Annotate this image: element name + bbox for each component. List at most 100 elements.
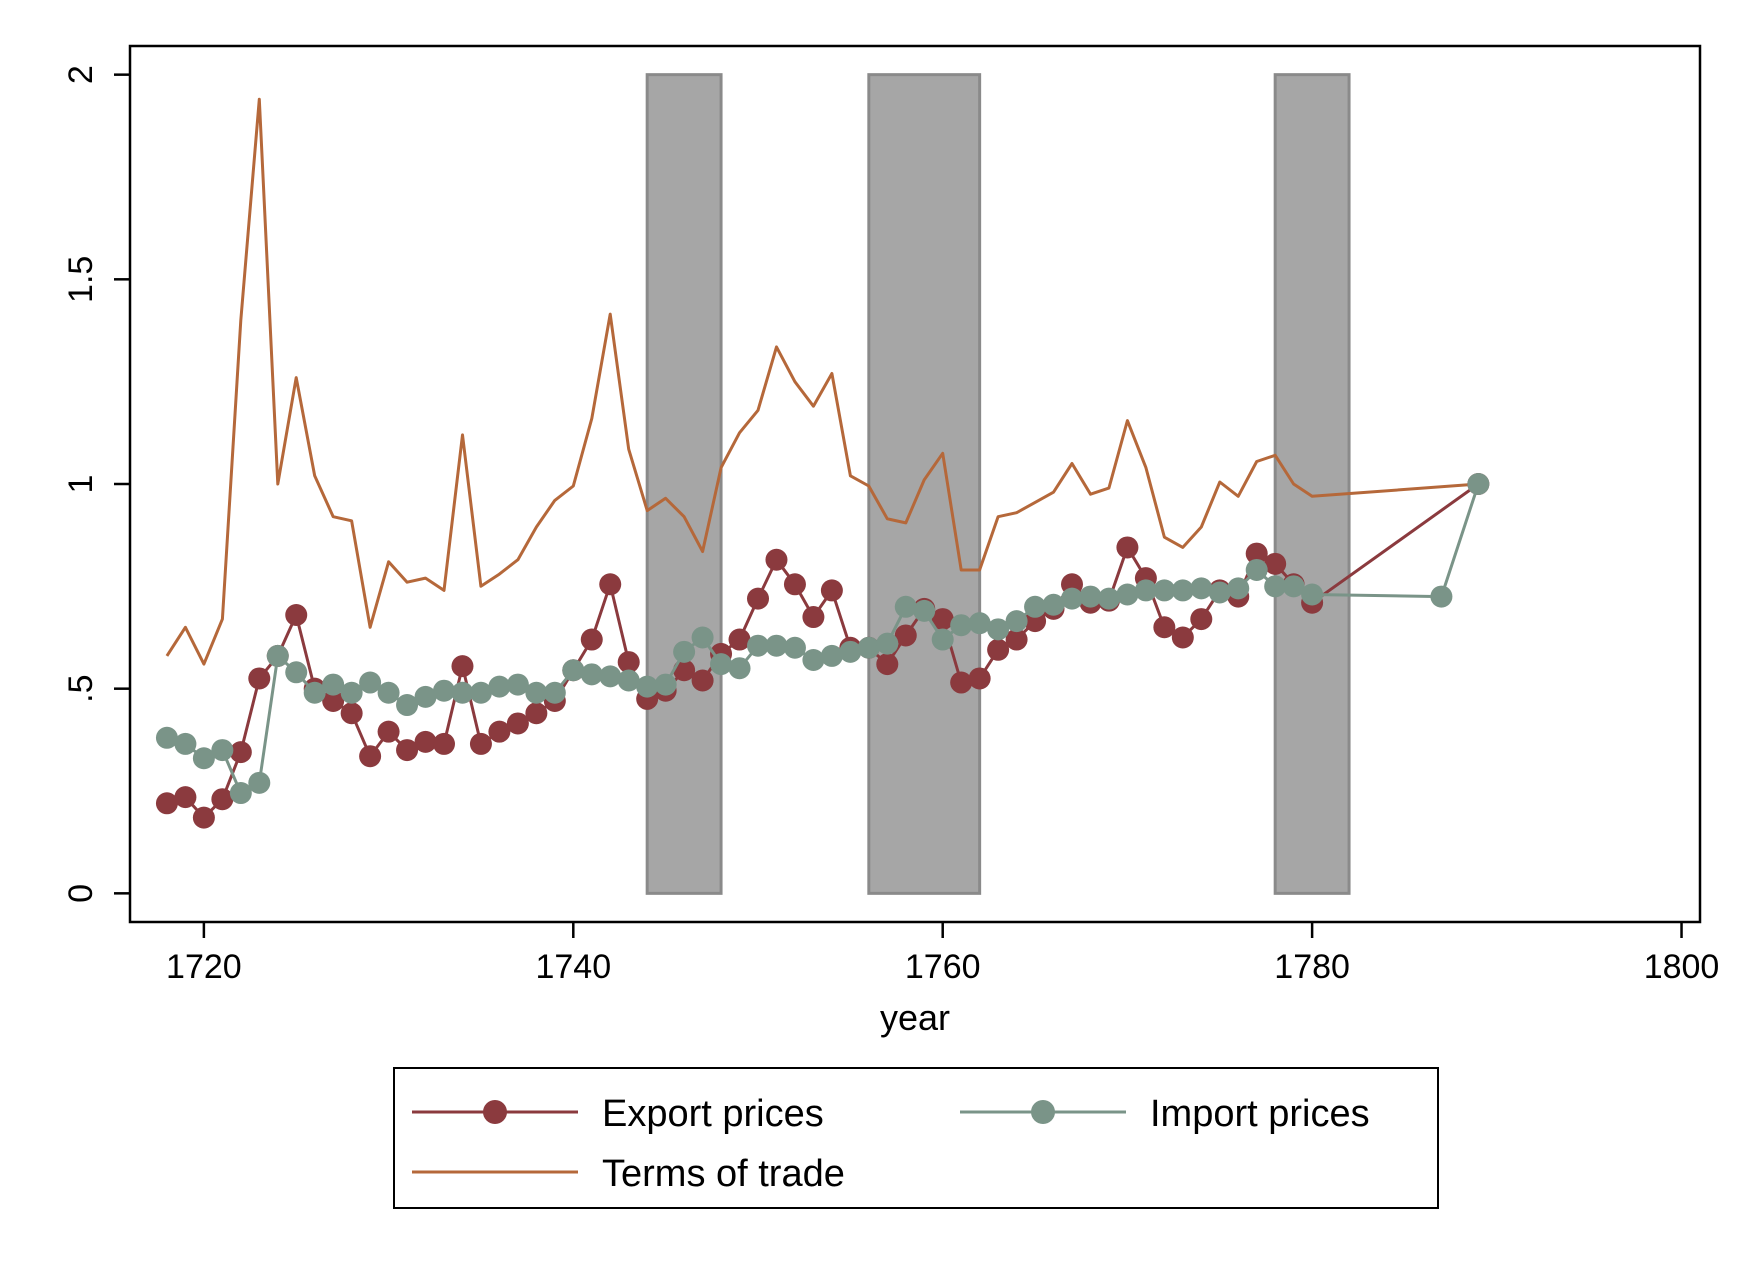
data-point [469, 681, 492, 704]
data-point [968, 667, 991, 690]
series-2 [165, 97, 1479, 666]
data-point [599, 573, 622, 596]
data-point [1430, 585, 1453, 608]
data-point [322, 689, 345, 712]
data-point [359, 745, 382, 768]
data-point [1171, 626, 1194, 649]
series-line-0 [166, 482, 1480, 820]
data-point [876, 653, 899, 676]
data-point [525, 702, 548, 725]
data-point [950, 614, 973, 637]
data-point [783, 573, 806, 596]
data-point [1208, 581, 1231, 604]
data-point [691, 626, 714, 649]
data-point [451, 681, 474, 704]
data-point [506, 673, 529, 696]
data-point [1264, 575, 1287, 598]
series-layer [155, 97, 1490, 829]
data-point [913, 599, 936, 622]
data-point [266, 644, 289, 667]
data-point [1005, 628, 1028, 651]
legend-marker-export [483, 1100, 507, 1124]
legend-marker-import [1031, 1100, 1055, 1124]
data-point [876, 632, 899, 655]
data-point [765, 634, 788, 657]
data-point [802, 649, 825, 672]
data-point [433, 679, 455, 702]
data-point [1153, 616, 1176, 639]
data-point [636, 675, 659, 698]
y-tick-label-2: 1 [62, 475, 100, 494]
data-point [543, 681, 566, 704]
data-point [691, 669, 714, 692]
data-point [710, 653, 733, 676]
x-tick-label-4: 1800 [1644, 948, 1720, 986]
data-point [414, 730, 437, 753]
data-point [1116, 583, 1139, 606]
data-point [1171, 579, 1194, 602]
data-point [1024, 595, 1047, 618]
data-point [987, 618, 1010, 641]
y-tick-label-1: .5 [62, 674, 100, 702]
data-point [303, 681, 326, 704]
data-point [396, 739, 419, 762]
legend-item-terms: Terms of trade [412, 1153, 845, 1195]
series-1 [155, 473, 1490, 805]
data-point [654, 673, 677, 696]
data-point [1134, 579, 1157, 602]
data-point [839, 640, 862, 663]
data-point [1190, 608, 1213, 631]
data-point [1467, 473, 1490, 495]
data-point [433, 732, 455, 755]
data-point [396, 694, 419, 717]
shaded-period-1 [867, 73, 982, 895]
data-point [1061, 587, 1083, 610]
data-point [728, 628, 751, 651]
legend-box [393, 1067, 1439, 1209]
data-point [192, 806, 215, 829]
data-point [820, 579, 843, 602]
y-tick-label-0: 0 [62, 884, 100, 903]
data-point [728, 657, 751, 680]
data-point [580, 628, 603, 651]
data-point [377, 681, 400, 704]
data-point [340, 681, 363, 704]
legend-label-terms: Terms of trade [602, 1153, 845, 1195]
data-point [617, 651, 640, 674]
series-line-2 [165, 97, 1479, 666]
data-point [562, 659, 585, 682]
legend-item-import: Import prices [960, 1093, 1370, 1135]
data-point [211, 739, 234, 762]
data-point [820, 644, 843, 667]
x-tick-label-0: 1720 [166, 948, 242, 986]
data-point [950, 671, 973, 694]
data-point [765, 548, 788, 571]
x-tick-label-2: 1760 [905, 948, 981, 986]
data-point [1245, 558, 1268, 581]
data-point [857, 636, 880, 659]
data-point [506, 712, 529, 735]
data-point [469, 732, 492, 755]
legend-label-import: Import prices [1150, 1093, 1370, 1135]
data-point [931, 608, 954, 631]
data-point [229, 741, 252, 764]
data-point [673, 640, 696, 663]
data-point [802, 606, 825, 629]
data-point [525, 681, 548, 704]
y-tick-label-4: 2 [62, 65, 100, 84]
data-point [599, 665, 622, 688]
x-axis-title: year [880, 997, 950, 1038]
shaded-periods [645, 73, 1351, 895]
data-point [1005, 610, 1028, 633]
data-point [1097, 587, 1120, 610]
data-point [747, 587, 769, 610]
data-point [377, 720, 400, 743]
data-point [894, 595, 917, 618]
data-point [1153, 579, 1176, 602]
data-point [968, 612, 991, 635]
data-point [488, 720, 511, 743]
data-point [155, 792, 178, 815]
x-axis: 1720 1740 1760 1780 1800 [166, 922, 1719, 986]
data-point [783, 636, 806, 659]
